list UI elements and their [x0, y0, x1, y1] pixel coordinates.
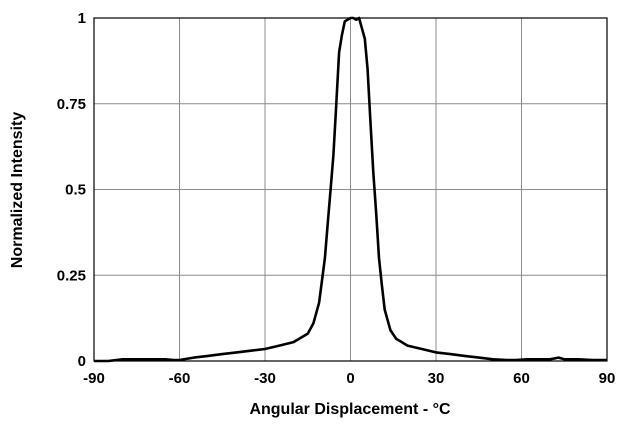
y-tick-label: 0.75 [57, 96, 86, 113]
intensity-curve [94, 16, 607, 363]
grid-lines [94, 18, 607, 361]
y-tick-label: 1 [78, 10, 86, 27]
y-tick-label: 0 [78, 353, 86, 370]
y-tick-label: 0.25 [57, 267, 86, 284]
tick-labels: -90 -60 -30 0 30 60 90 0 0.25 0.5 0.75 1 [57, 10, 616, 387]
x-tick-label: 90 [599, 370, 616, 387]
x-tick-label: -30 [254, 370, 276, 387]
y-tick-label: 0.5 [65, 182, 86, 199]
x-tick-label: -60 [169, 370, 191, 387]
x-tick-label: 0 [346, 370, 354, 387]
y-axis-title: Normalized Intensity [9, 112, 26, 269]
x-tick-label: -90 [83, 370, 105, 387]
x-tick-label: 60 [513, 370, 530, 387]
x-tick-label: 30 [428, 370, 445, 387]
x-axis-title: Angular Displacement - °C [249, 401, 451, 418]
